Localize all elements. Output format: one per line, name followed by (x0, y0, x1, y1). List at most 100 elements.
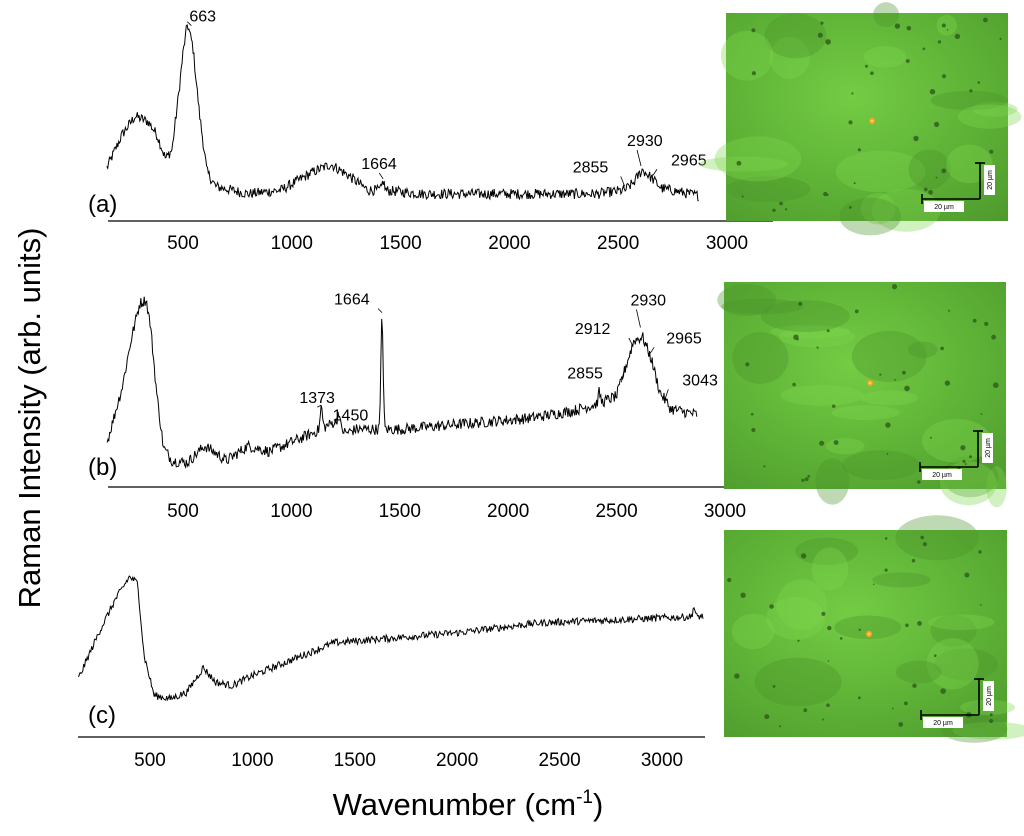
particle (999, 37, 1002, 40)
annotation-leader (663, 389, 669, 402)
spectrum-line (106, 24, 699, 202)
peak-annotation: 2965 (671, 152, 707, 169)
texture-blob (986, 466, 1007, 508)
texture-blob (946, 144, 993, 184)
annotation-leader (378, 172, 384, 180)
particle (993, 382, 999, 389)
x-axis-label-superscript: -1 (576, 787, 593, 808)
panel-label: (b) (88, 454, 117, 481)
x-tick-label: 2500 (597, 233, 639, 254)
scalebar-h-label-box (924, 201, 964, 212)
texture-blob (720, 30, 774, 81)
scalebar-h-label-box (923, 717, 963, 728)
particle (734, 673, 740, 679)
particle (917, 621, 922, 626)
particle (930, 436, 932, 439)
particle (857, 148, 862, 152)
scalebar-v-label-box (982, 433, 993, 463)
texture-blob (726, 176, 811, 203)
texture-blob (699, 156, 788, 172)
particle (894, 379, 896, 381)
particle (969, 455, 972, 459)
x-axis-label-text: Wavenumber (cm (333, 787, 576, 822)
texture-blob (825, 438, 865, 455)
texture-blob (839, 197, 902, 236)
texture-blob (928, 614, 995, 630)
x-tick-label: 1000 (271, 233, 313, 254)
particle (827, 625, 832, 631)
peak-annotation: 1664 (361, 156, 397, 173)
particle (751, 427, 756, 433)
particle (946, 28, 949, 31)
particle (800, 553, 807, 559)
x-tick-label: 1500 (379, 501, 421, 522)
x-axis-label: Wavenumber (cm-1) (333, 787, 604, 822)
particle (934, 121, 940, 127)
texture-blob (717, 284, 777, 316)
particle (922, 47, 926, 51)
particle (980, 604, 982, 606)
texture-blob (764, 13, 827, 59)
particle (785, 208, 788, 211)
particle (904, 701, 908, 706)
texture-blob (834, 615, 902, 640)
particle (816, 346, 819, 349)
x-tick-label: 2500 (595, 501, 637, 522)
particle (924, 187, 928, 192)
particle (928, 189, 933, 195)
x-tick-label: 3000 (706, 233, 748, 254)
annotation-leader (652, 169, 658, 176)
particle (826, 329, 830, 333)
spectrum-panel-a: 500 1000 1500 2000 2500 3000 (a) 663 1664 2855 293… (88, 9, 773, 254)
x-tick-label: 2000 (436, 750, 478, 771)
particle (991, 334, 996, 340)
texture-blob (957, 104, 1022, 129)
particle (989, 149, 994, 154)
peak-annotation: 2930 (630, 292, 666, 309)
particle (898, 722, 904, 727)
texture-blob (872, 572, 931, 588)
annotation-leader (636, 309, 641, 328)
particle (885, 422, 891, 428)
x-tick-label: 500 (167, 501, 199, 522)
particle (851, 92, 854, 95)
spectrum-panel-c: 500 1000 1500 2000 2500 3000 (c) (77, 575, 705, 771)
texture-blob (940, 461, 997, 506)
micrograph-c: 20 µm 20 µm (724, 515, 1024, 743)
peak-annotation: 1450 (333, 408, 369, 425)
particle (740, 592, 746, 598)
texture-blob (930, 90, 1009, 111)
particle (772, 685, 776, 688)
texture-blob (754, 657, 842, 707)
texture-blob (934, 648, 998, 681)
particle (912, 683, 917, 688)
texture-blob (780, 385, 864, 406)
texture-blob (815, 458, 850, 505)
particle (833, 440, 839, 445)
scalebar-h-label: 20 µm (932, 472, 952, 479)
texture-blob (952, 721, 1024, 740)
particle (823, 191, 828, 197)
particle (962, 459, 966, 463)
particle (920, 535, 924, 540)
texture-blob (964, 702, 989, 730)
particle (870, 71, 874, 75)
particle (902, 370, 906, 375)
particle (848, 206, 852, 209)
particle (911, 559, 916, 563)
annotation-leader (620, 366, 626, 383)
particle (989, 713, 993, 717)
peak-annotation: 2855 (567, 365, 603, 382)
texture-blob (860, 192, 896, 225)
x-tick-label: 1500 (334, 750, 376, 771)
particle (879, 373, 882, 376)
particle (820, 21, 824, 25)
peak-annotation: 2930 (627, 133, 663, 150)
particle (751, 28, 756, 33)
texture-blob (895, 660, 942, 684)
texture-blob (936, 14, 957, 36)
particle (848, 120, 853, 125)
scalebar-h-label-box (922, 469, 962, 480)
annotation-leader (187, 21, 192, 26)
particle (905, 623, 909, 628)
